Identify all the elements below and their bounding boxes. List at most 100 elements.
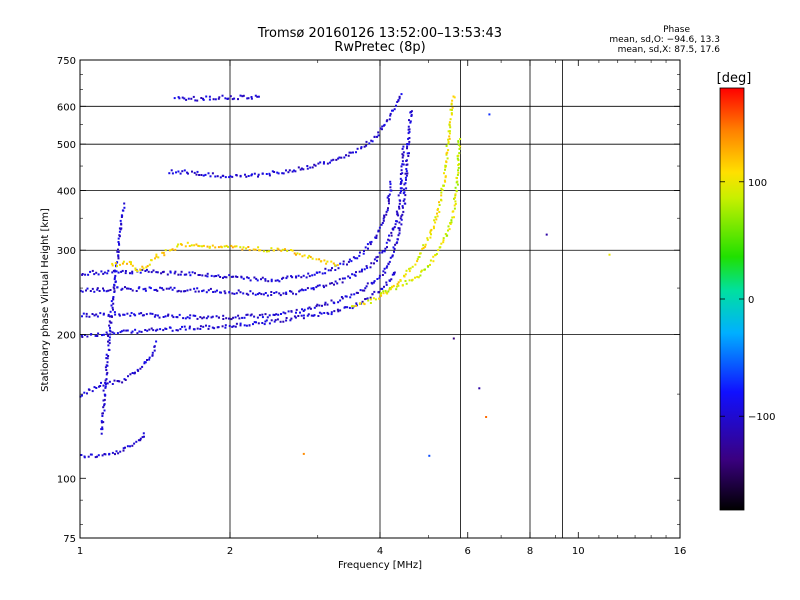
echo-point (112, 286, 115, 289)
echo-point (150, 271, 153, 274)
echo-point (193, 287, 196, 290)
echo-point (350, 293, 353, 296)
echo-point (308, 306, 311, 309)
echo-point (401, 206, 404, 209)
echo-point (391, 273, 394, 276)
echo-point (129, 314, 132, 317)
echo-point (200, 174, 203, 176)
echo-point (448, 121, 451, 124)
echo-point (262, 293, 265, 296)
echo-point (181, 170, 184, 173)
echo-point (324, 301, 327, 304)
echo-point (217, 326, 220, 329)
echo-point (393, 271, 396, 274)
echo-point (143, 361, 146, 364)
echo-point (355, 151, 357, 154)
echo-point (143, 435, 145, 438)
echo-point (217, 246, 220, 249)
echo-point (432, 225, 435, 228)
echo-point (309, 166, 312, 169)
echo-point (418, 256, 421, 258)
echo-point (264, 320, 267, 323)
echo-point (113, 332, 116, 335)
echo-point (359, 302, 362, 305)
echo-point (300, 314, 303, 317)
echo-point (184, 290, 187, 293)
echo-point (123, 378, 126, 381)
echo-point (297, 166, 300, 169)
echo-point (377, 134, 380, 137)
echo-point (457, 141, 460, 144)
echo-point (93, 386, 96, 389)
echo-point (385, 283, 388, 286)
echo-point (376, 135, 378, 138)
echo-point (134, 371, 136, 374)
echo-point (452, 337, 455, 340)
echo-point (176, 316, 179, 319)
echo-point (448, 132, 451, 135)
echo-point (406, 172, 409, 175)
echo-point (307, 272, 310, 275)
echo-point (143, 362, 146, 365)
echo-point (399, 173, 402, 175)
echo-point (444, 168, 446, 171)
echo-point (381, 250, 384, 253)
echo-point (394, 243, 397, 246)
echo-point (450, 221, 453, 224)
echo-point (211, 172, 214, 175)
echo-point (335, 158, 338, 161)
echo-point (341, 297, 344, 300)
echo-point (424, 268, 426, 271)
echo-point (211, 244, 214, 247)
echo-point (302, 168, 305, 171)
echo-point (101, 334, 103, 337)
echo-point (178, 313, 181, 316)
echo-point (85, 312, 88, 315)
echo-point (98, 290, 101, 292)
echo-point (153, 315, 156, 318)
echo-point (402, 154, 405, 157)
echo-point (102, 399, 105, 402)
echo-point (141, 265, 144, 268)
echo-point (252, 323, 254, 326)
echo-point (396, 101, 399, 103)
echo-point (124, 286, 126, 289)
echo-point (438, 201, 440, 204)
echo-point (223, 245, 226, 248)
echo-point (162, 316, 165, 318)
echo-point (147, 270, 150, 273)
echo-point (112, 308, 114, 311)
echo-point (318, 271, 321, 274)
echo-point (305, 276, 308, 279)
echo-point (104, 379, 107, 382)
echo-point (222, 174, 225, 177)
echo-point (456, 155, 459, 158)
echo-point (275, 313, 278, 316)
echo-point (302, 289, 305, 292)
echo-point (367, 247, 369, 250)
echo-point (155, 271, 158, 274)
echo-point (175, 329, 178, 332)
echo-point (242, 94, 245, 97)
echo-point (302, 310, 305, 312)
echo-point (445, 145, 448, 147)
echo-point (188, 325, 191, 328)
echo-point (136, 270, 139, 273)
echo-point (243, 324, 246, 327)
echo-point (397, 284, 400, 287)
echo-point (120, 227, 123, 230)
echo-point (384, 289, 387, 292)
echo-point (107, 313, 110, 316)
echo-point (113, 287, 116, 290)
echo-point (177, 289, 180, 292)
echo-point (398, 227, 401, 230)
echo-point (100, 381, 102, 384)
echo-point (323, 161, 325, 164)
echo-point (249, 279, 252, 282)
echo-point (137, 369, 140, 372)
echo-point (260, 278, 262, 281)
echo-point (108, 329, 111, 332)
echo-point (278, 292, 281, 295)
echo-point (205, 324, 207, 327)
echo-point (274, 319, 277, 322)
